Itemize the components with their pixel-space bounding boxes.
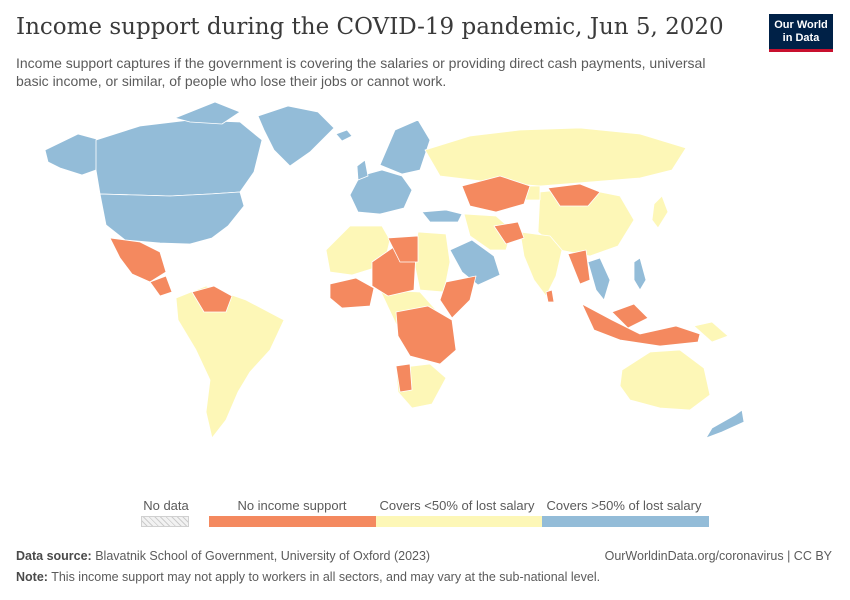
- region-uk[interactable]: [356, 159, 369, 181]
- chart-subtitle: Income support captures if the governmen…: [16, 55, 706, 89]
- region-congo-zambia[interactable]: [395, 305, 457, 365]
- region-namibia[interactable]: [395, 363, 413, 393]
- region-iceland[interactable]: [335, 129, 353, 142]
- region-papua[interactable]: [693, 321, 729, 343]
- region-turkey[interactable]: [421, 209, 463, 223]
- region-alaska[interactable]: [44, 133, 101, 176]
- region-canada[interactable]: [95, 119, 263, 197]
- region-saudi-arabia[interactable]: [449, 239, 501, 286]
- region-horn-of-africa[interactable]: [439, 275, 477, 319]
- region-iran-region[interactable]: [463, 213, 513, 251]
- region-borneo-sulawesi[interactable]: [611, 303, 649, 329]
- region-russia[interactable]: [424, 127, 687, 187]
- region-sri-lanka[interactable]: [545, 289, 555, 303]
- legend-no-data-swatch: [141, 516, 189, 527]
- legend-no-data-label: No data: [143, 498, 189, 513]
- legend-no-support-swatch: [209, 516, 376, 527]
- region-indonesia[interactable]: [581, 303, 701, 347]
- region-australia[interactable]: [619, 349, 711, 411]
- region-kazakhstan-mongolia[interactable]: [461, 175, 531, 213]
- region-scandinavia[interactable]: [379, 119, 431, 175]
- source-text: Blavatnik School of Government, Universi…: [95, 549, 431, 563]
- region-west-africa[interactable]: [329, 277, 375, 309]
- legend-over-50-label: Covers >50% of lost salary: [546, 498, 702, 513]
- footer-url-link[interactable]: OurWorldinData.org/coronavirus | CC BY: [604, 549, 832, 563]
- region-central-america[interactable]: [149, 275, 173, 297]
- legend-under-50-label: Covers <50% of lost salary: [379, 498, 535, 513]
- note-text: This income support may not apply to wor…: [51, 570, 601, 584]
- region-japan[interactable]: [651, 195, 669, 229]
- source-label: Data source:: [16, 549, 92, 563]
- footer-source: Data source: Blavatnik School of Governm…: [16, 549, 430, 563]
- region-venezuela[interactable]: [191, 285, 233, 313]
- chart-title: Income support during the COVID-19 pande…: [16, 14, 724, 40]
- legend-no-support-label: No income support: [237, 498, 347, 513]
- logo-line-1: Our World: [774, 18, 828, 31]
- legend-over-50-swatch: [542, 516, 709, 527]
- region-india[interactable]: [519, 231, 563, 297]
- footer-note: Note: This income support may not apply …: [16, 570, 600, 584]
- region-thailand-region[interactable]: [587, 257, 611, 301]
- logo-line-2: in Data: [782, 31, 820, 44]
- region-south-america[interactable]: [175, 285, 285, 439]
- region-usa[interactable]: [99, 191, 245, 245]
- region-canada-arctic-islands[interactable]: [174, 101, 241, 125]
- region-libya[interactable]: [387, 235, 419, 263]
- region-mexico[interactable]: [109, 237, 167, 283]
- world-map: [44, 101, 745, 439]
- region-afghanistan[interactable]: [493, 221, 525, 245]
- region-philippines[interactable]: [633, 257, 647, 291]
- owid-logo[interactable]: Our World in Data: [769, 14, 833, 52]
- region-mongolia[interactable]: [547, 183, 601, 207]
- region-egypt-sudan[interactable]: [413, 231, 451, 293]
- note-label: Note:: [16, 570, 48, 584]
- region-new-zealand[interactable]: [705, 409, 745, 439]
- legend-under-50-swatch: [376, 516, 542, 527]
- region-myanmar[interactable]: [567, 249, 591, 285]
- region-greenland[interactable]: [257, 105, 335, 167]
